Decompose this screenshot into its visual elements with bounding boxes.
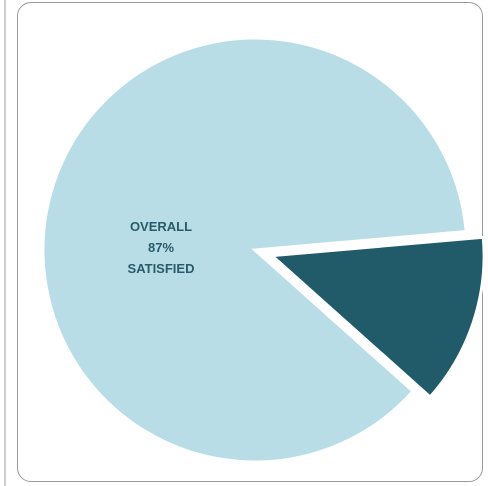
center-label-line3: SATISFIED	[128, 261, 195, 276]
center-label-line1: OVERALL	[130, 219, 192, 234]
panel-divider	[4, 0, 6, 486]
pie-slices	[41, 36, 486, 464]
pie-slice-1	[268, 235, 486, 400]
center-label-line2: 87%	[148, 240, 174, 255]
pie-slice-0	[41, 36, 468, 464]
